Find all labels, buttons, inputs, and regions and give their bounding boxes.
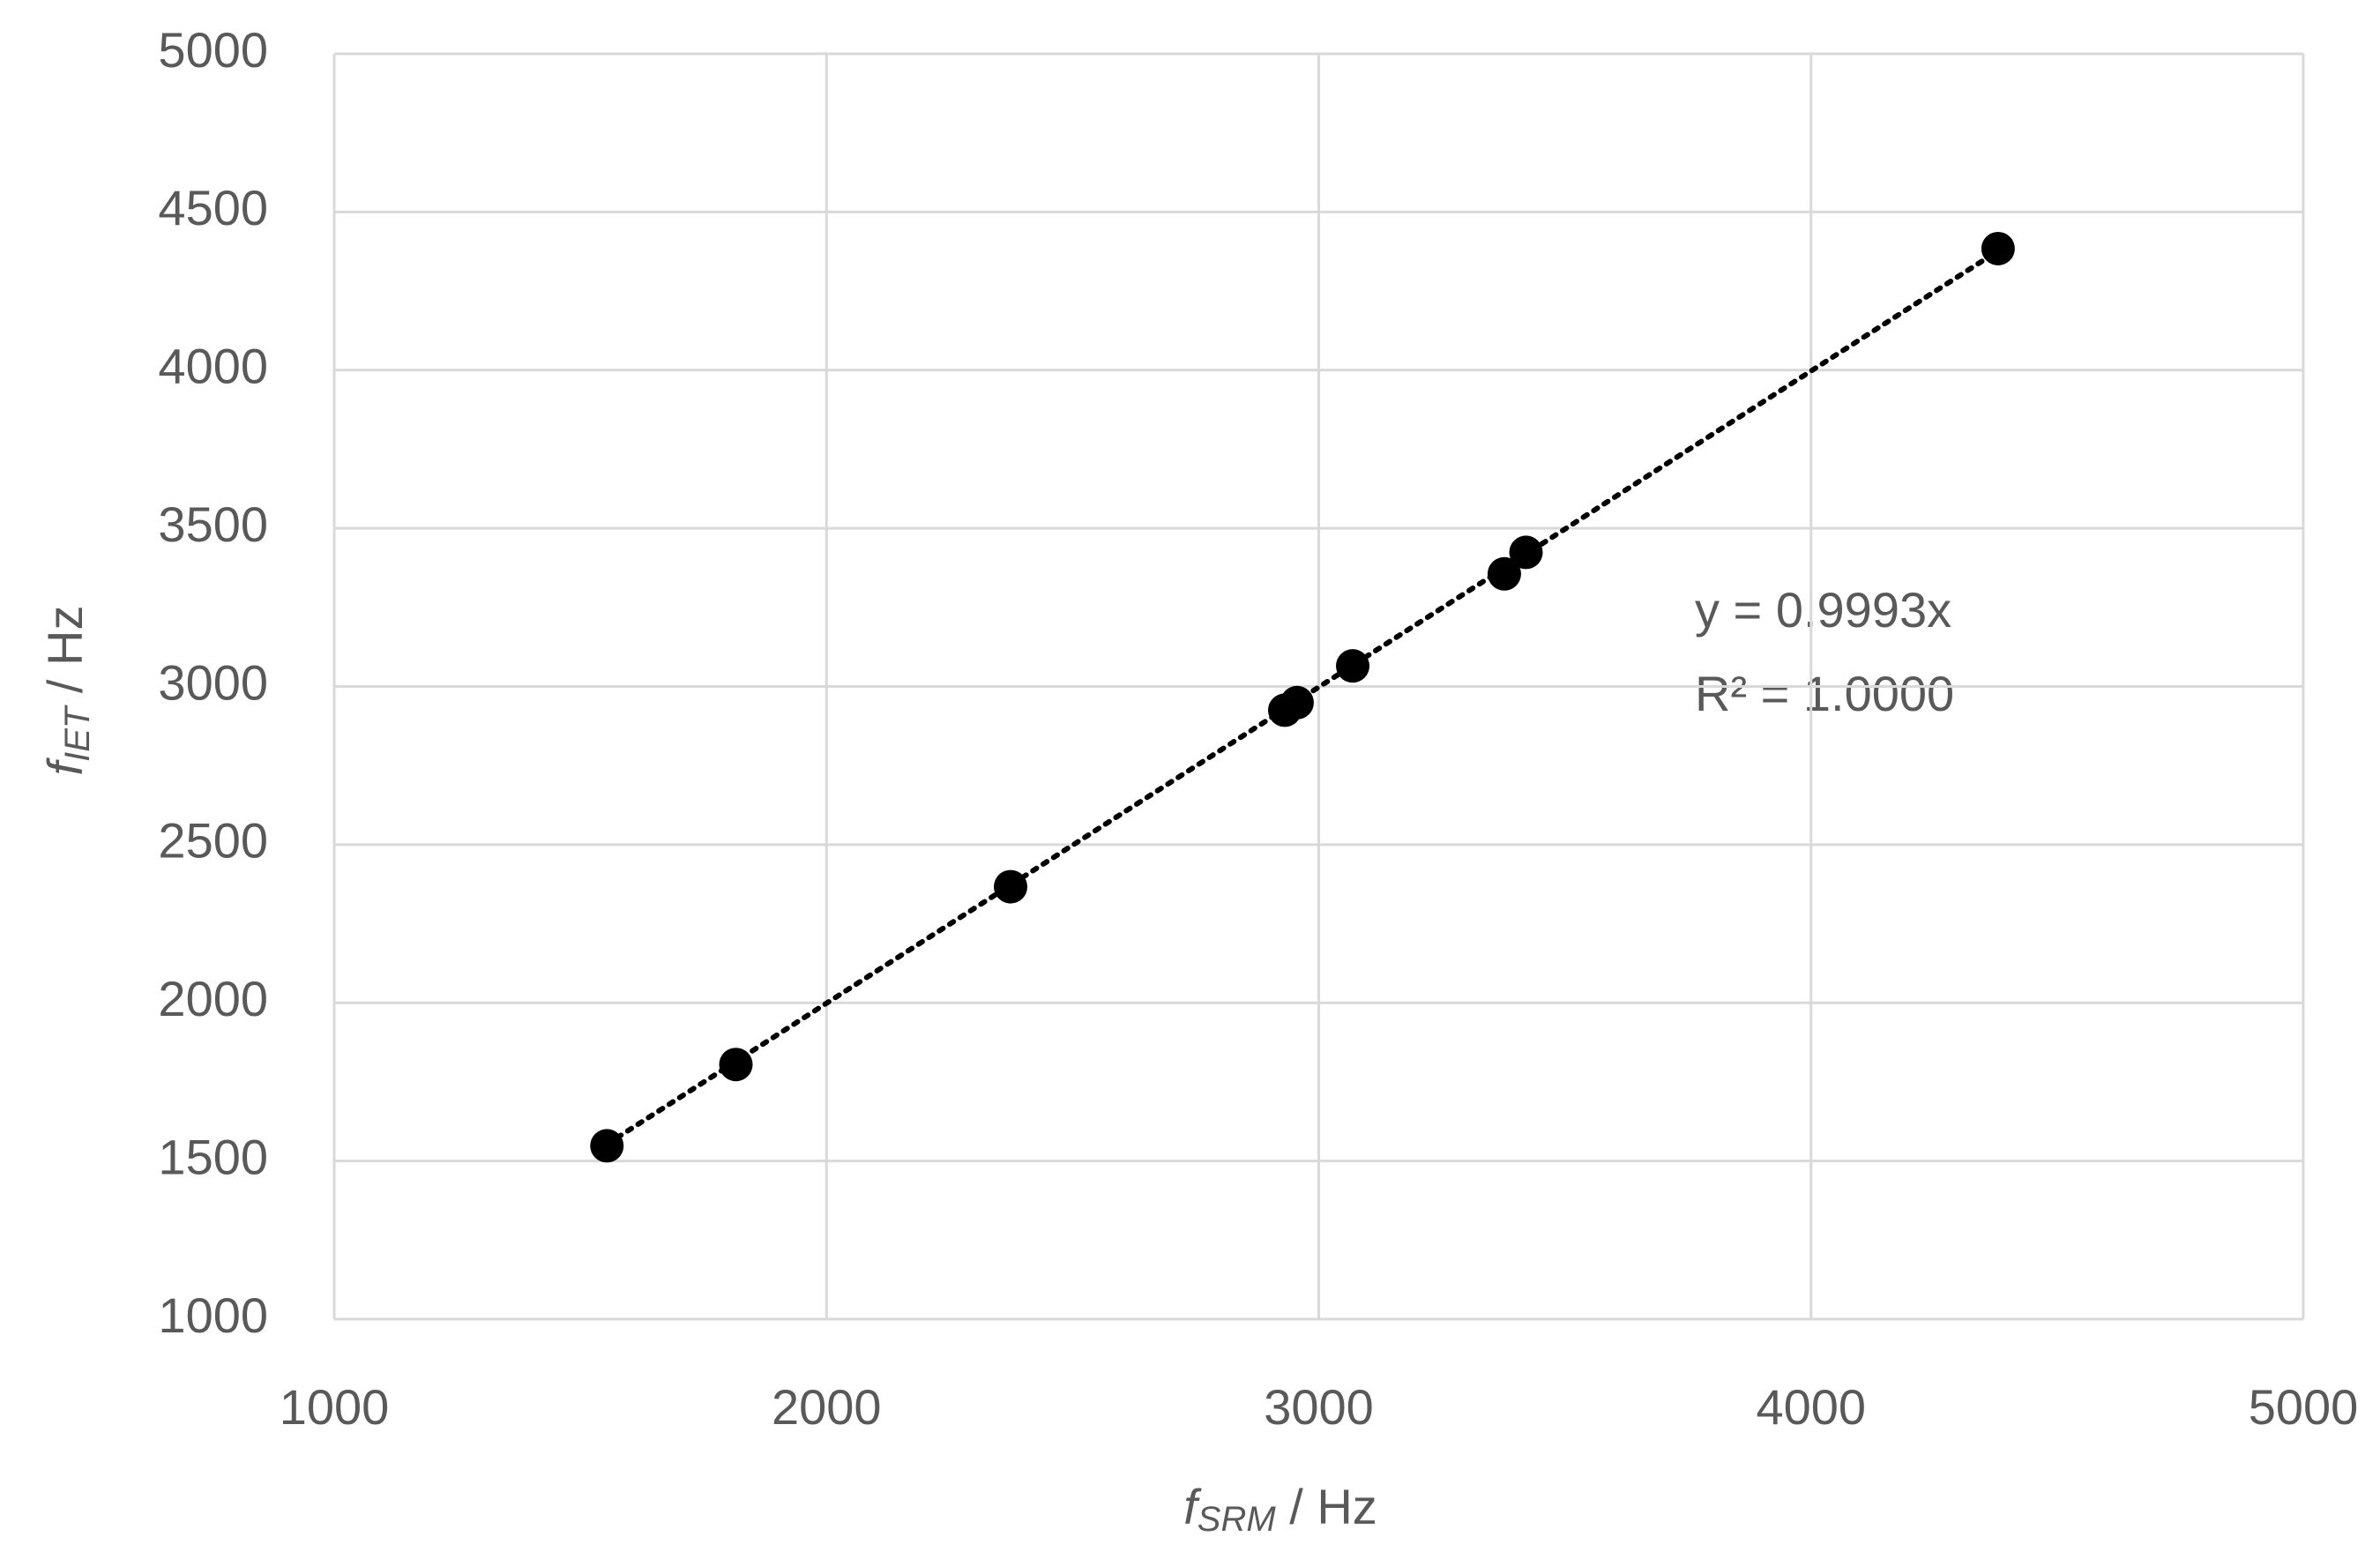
data-point [590, 1129, 624, 1163]
y-tick-label: 3000 [158, 654, 268, 710]
x-label-subscript: SRM [1197, 1500, 1277, 1539]
data-point [994, 869, 1028, 904]
y-tick-label: 5000 [158, 22, 268, 78]
x-tick-label: 2000 [772, 1379, 882, 1435]
x-axis-label: fSRM / Hz [1183, 1479, 1377, 1539]
data-point [719, 1048, 753, 1082]
y-tick-label: 1000 [158, 1287, 268, 1343]
x-label-unit: / Hz [1276, 1479, 1377, 1534]
trendline-r2: R² = 1.0000 [1695, 666, 1954, 721]
data-point [1336, 649, 1370, 683]
y-axis-label: fIET / Hz [37, 606, 97, 776]
trendline-equation: y = 0.9993x [1695, 582, 1951, 638]
y-tick-label: 1500 [158, 1129, 268, 1184]
x-tick-label: 3000 [1264, 1379, 1374, 1435]
y-tick-label: 3500 [158, 496, 268, 552]
y-label-subscript: IET [58, 705, 97, 762]
data-point [1487, 556, 1521, 591]
x-tick-label: 5000 [2249, 1379, 2359, 1435]
data-point [1981, 231, 2015, 265]
x-tick-label: 4000 [1756, 1379, 1866, 1435]
y-tick-label: 4000 [158, 339, 268, 394]
x-tick-label: 1000 [280, 1379, 390, 1435]
y-tick-label: 2500 [158, 813, 268, 869]
y-label-unit: / Hz [37, 606, 93, 707]
y-tick-label: 2000 [158, 971, 268, 1026]
data-point [1280, 685, 1314, 720]
y-tick-label: 4500 [158, 180, 268, 235]
data-point [1509, 535, 1543, 570]
